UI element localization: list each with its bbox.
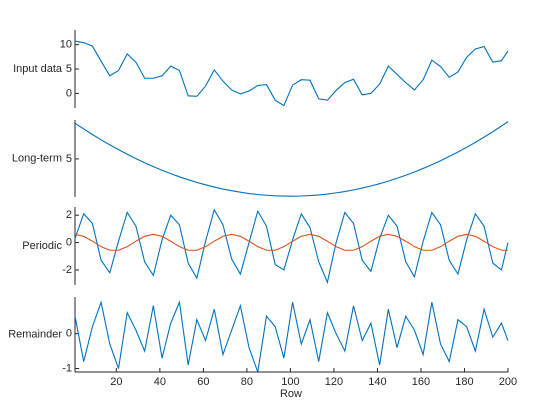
x-tick-label: 80 — [241, 376, 253, 388]
x-tick-label: 40 — [154, 376, 166, 388]
y-axis-label: Periodic — [22, 240, 62, 252]
x-tick-label: 200 — [499, 376, 517, 388]
x-tick-label: 120 — [325, 376, 343, 388]
series-line — [74, 233, 508, 251]
y-tick-label: 10 — [60, 39, 72, 51]
series-line — [74, 40, 509, 107]
y-axis-label: Remainder — [8, 328, 62, 340]
x-tick-label: 140 — [368, 376, 386, 388]
x-tick-label: 60 — [197, 376, 209, 388]
x-tick-label: 180 — [455, 376, 473, 388]
x-axis-label: Row — [280, 388, 302, 400]
x-tick-label: 20 — [110, 376, 122, 388]
y-tick-label: 0 — [66, 236, 72, 248]
y-tick-label: 0 — [66, 87, 72, 99]
y-tick-label: 0 — [66, 328, 72, 340]
series-line — [74, 208, 509, 285]
x-tick-label: 100 — [281, 376, 299, 388]
series-line — [74, 300, 509, 373]
y-tick-label: 5 — [66, 63, 72, 75]
y-tick-label: 2 — [66, 209, 72, 221]
y-tick-label: -1 — [62, 362, 72, 374]
y-tick-label: -2 — [62, 264, 72, 276]
series-line — [74, 121, 509, 197]
y-axis-label: Input data — [13, 63, 63, 75]
y-axis-label: Long-term — [12, 152, 62, 164]
y-tick-label: 5 — [66, 153, 72, 165]
x-tick-label: 160 — [412, 376, 430, 388]
